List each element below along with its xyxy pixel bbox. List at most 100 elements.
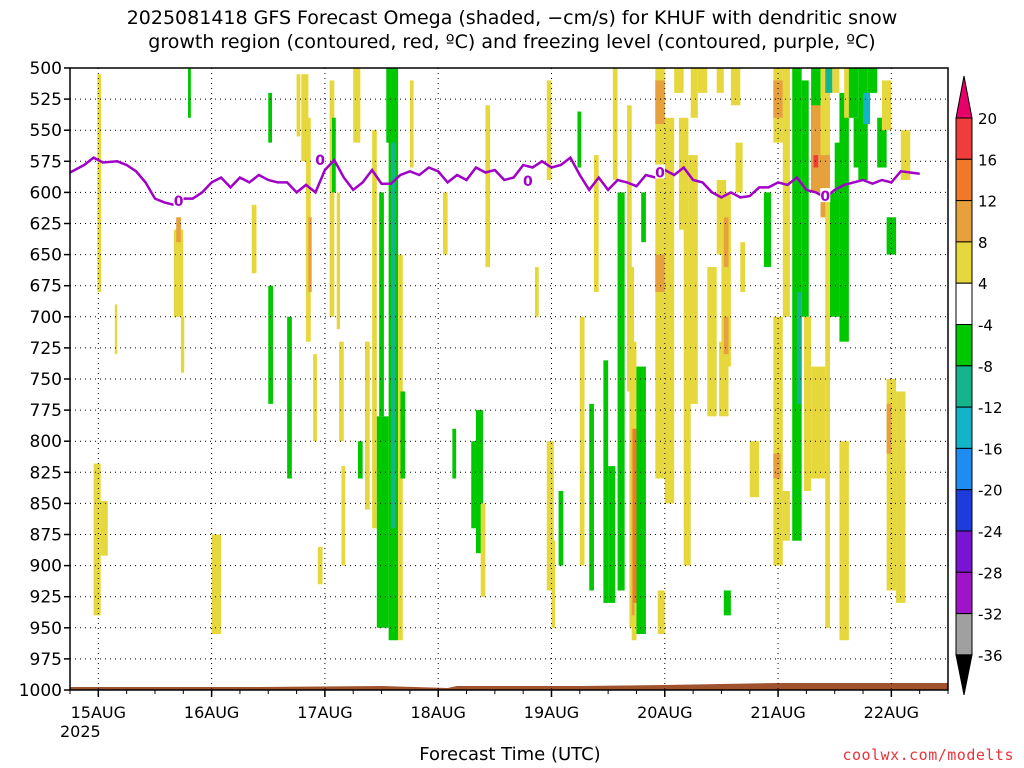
omega-cell <box>853 117 864 168</box>
omega-cell <box>723 217 729 268</box>
omega-cell <box>173 229 184 317</box>
omega-cell <box>357 441 363 479</box>
chart-title: 2025081418 GFS Forecast Omega (shaded, −… <box>0 6 1024 54</box>
y-tick-label: 875 <box>30 526 62 546</box>
colorbar-arrow-bottom <box>955 654 973 695</box>
omega-cell <box>881 80 892 131</box>
colorbar-segment <box>955 241 973 284</box>
omega-cell <box>485 105 491 268</box>
omega-cell <box>627 105 632 392</box>
x-tick-label: 19AUG <box>524 703 579 722</box>
omega-cell <box>804 316 812 491</box>
omega-cell <box>331 117 336 193</box>
omega-cell <box>716 179 727 255</box>
omega-cell <box>400 391 406 479</box>
x-axis-label: Forecast Time (UTC) <box>419 744 601 765</box>
omega-cell <box>251 204 257 274</box>
omega-cell <box>176 217 181 243</box>
omega-cell <box>268 92 273 143</box>
y-tick-label: 675 <box>30 277 62 297</box>
omega-cell <box>825 68 833 93</box>
colorbar-segment <box>955 571 973 615</box>
colorbar-label: 8 <box>978 234 988 252</box>
y-tick-label: 800 <box>30 432 62 452</box>
omega-cell <box>329 80 335 317</box>
omega-cell <box>313 354 317 442</box>
omega-cell <box>97 74 102 292</box>
colorbar-label: -32 <box>978 606 1003 624</box>
colorbar-segment <box>955 324 973 367</box>
y-tick-label: 725 <box>30 339 62 359</box>
omega-cell <box>877 117 887 168</box>
credit-link[interactable]: coolwx.com/modelts <box>842 746 1014 764</box>
omega-cell <box>341 466 346 566</box>
omega-cell <box>900 130 911 180</box>
omega-cell <box>633 428 638 603</box>
omega-cell <box>721 192 731 367</box>
omega-cell <box>471 441 476 529</box>
omega-cell <box>688 155 698 404</box>
omega-cell <box>886 403 892 454</box>
omega-cell <box>683 217 691 566</box>
y-tick-label: 1000 <box>19 681 62 701</box>
omega-shading <box>93 68 911 641</box>
freezing-label-bg <box>655 164 666 179</box>
omega-cell <box>268 285 273 404</box>
omega-cell <box>723 316 729 355</box>
x-tick-label: 17AUG <box>297 703 352 722</box>
omega-cell <box>452 428 457 479</box>
y-axis-ticks: 500 525 550 575 600 625 650 675 700 725 750 775 800 8… <box>19 59 70 701</box>
ground-layer <box>70 683 948 690</box>
freezing-level-label: 0 <box>174 194 184 210</box>
freezing-level-label: 0 <box>820 189 830 205</box>
x-tick-label: 21AUG <box>750 703 805 722</box>
omega-cell <box>839 92 849 342</box>
colorbar-label: -4 <box>978 317 993 335</box>
omega-cell <box>365 341 370 510</box>
omega-cell <box>863 92 871 124</box>
omega-cell <box>796 291 802 404</box>
y-tick-label: 750 <box>30 370 62 390</box>
omega-cell <box>480 503 486 597</box>
colorbar-segment <box>955 406 973 449</box>
omega-cell <box>617 192 625 591</box>
omega-cell <box>546 80 552 180</box>
omega-cell <box>719 341 729 417</box>
y-tick-label: 500 <box>30 59 62 79</box>
omega-cell <box>825 192 830 628</box>
omega-cell <box>534 267 539 317</box>
omega-cell <box>608 466 616 603</box>
omega-cell <box>603 360 609 603</box>
y-tick-label: 525 <box>30 90 62 110</box>
omega-cell <box>301 74 309 162</box>
omega-cell <box>773 316 783 566</box>
omega-cell <box>848 68 859 118</box>
omega-cell <box>339 341 344 442</box>
omega-cell <box>707 267 717 417</box>
omega-cell <box>287 316 292 479</box>
omega-cell <box>886 217 897 255</box>
colorbar-segment <box>955 117 973 160</box>
omega-cell <box>409 80 414 168</box>
omega-cell <box>93 463 101 616</box>
omega-cell <box>867 68 878 93</box>
omega-cell <box>577 111 582 168</box>
omega-cell <box>832 68 840 93</box>
y-tick-label: 925 <box>30 588 62 608</box>
omega-cell <box>336 192 341 330</box>
colorbar-segment <box>955 365 973 408</box>
y-tick-label: 625 <box>30 215 62 235</box>
colorbar-label: 16 <box>978 151 997 169</box>
freezing-label-bg <box>820 188 831 203</box>
colorbar-label: 12 <box>978 193 997 211</box>
freezing-level-contour: 0 0 0 0 0 <box>69 152 920 210</box>
freezing-label-bg <box>522 173 533 188</box>
omega-cell <box>820 68 830 218</box>
colorbar: 20 16 12 8 4 -4 -8 -12 -16 -20 -24 -28 -32 -36 <box>955 75 1003 695</box>
omega-cell <box>690 68 698 118</box>
omega-cell <box>829 192 840 317</box>
omega-cell <box>740 242 746 292</box>
chart-title-line2: growth region (contoured, red, ºC) and f… <box>148 31 876 53</box>
omega-cell <box>773 80 783 118</box>
